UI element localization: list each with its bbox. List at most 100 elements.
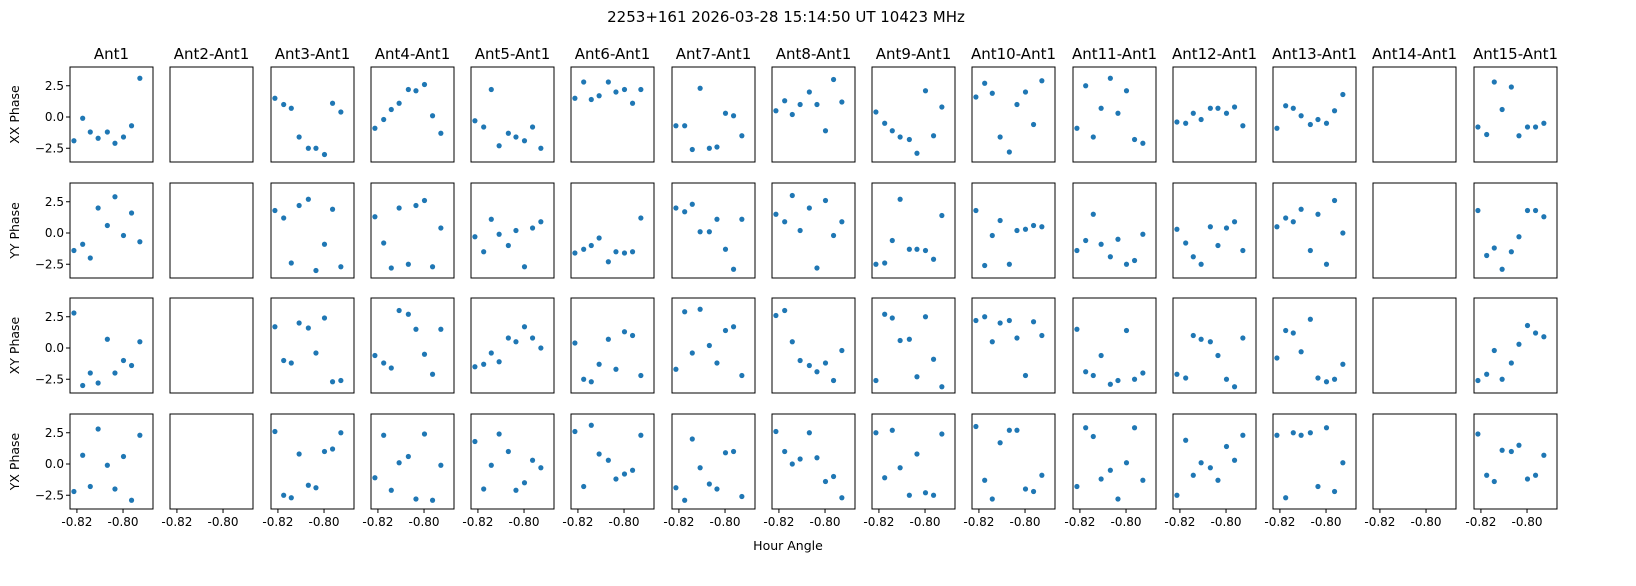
data-point (1215, 352, 1221, 359)
data-point (706, 481, 712, 487)
data-point (830, 377, 837, 384)
data-point (429, 113, 436, 119)
data-point (1215, 477, 1221, 483)
x-tick-label: -0.82 (663, 515, 694, 529)
data-point (789, 111, 795, 118)
data-point (581, 246, 587, 252)
data-point (973, 423, 979, 430)
data-point (87, 129, 93, 135)
data-point (1508, 84, 1514, 90)
subplot-frame (470, 413, 555, 510)
data-point (288, 260, 294, 266)
column-title: Ant4-Ant1 (375, 45, 450, 63)
data-point (521, 264, 528, 270)
data-point (405, 311, 411, 317)
data-point (605, 336, 611, 342)
data-point (496, 143, 502, 149)
data-point (338, 377, 344, 384)
data-point (120, 134, 127, 140)
data-point (421, 197, 428, 204)
data-point (1022, 372, 1029, 379)
x-tick-label: -0.82 (1064, 515, 1095, 529)
subplot-frame (1372, 182, 1457, 279)
data-point (581, 79, 587, 85)
data-point (1083, 425, 1089, 431)
data-point (1115, 236, 1121, 242)
data-point (496, 231, 502, 237)
data-point (682, 123, 688, 129)
data-point (429, 371, 436, 377)
x-tick-label: -0.80 (709, 515, 740, 529)
subplot-frame (1172, 182, 1257, 279)
data-point (1307, 247, 1313, 254)
subplot-frame (1372, 297, 1457, 394)
data-point (329, 206, 336, 212)
data-point (572, 250, 578, 256)
data-point (381, 360, 387, 366)
column-title: Ant14-Ant1 (1372, 45, 1457, 63)
data-point (914, 246, 920, 252)
data-point (513, 227, 519, 234)
data-point (472, 438, 478, 445)
data-point (982, 262, 988, 269)
data-point (1207, 224, 1213, 230)
subplot-frame (570, 413, 655, 510)
data-point (1307, 121, 1313, 128)
data-point (596, 235, 602, 241)
data-point (697, 306, 703, 312)
data-point (1516, 133, 1522, 139)
data-point (922, 490, 929, 496)
data-point (1107, 254, 1113, 260)
subplot-frame (169, 413, 254, 510)
data-point (529, 225, 536, 231)
x-tick-label: -0.80 (508, 515, 539, 529)
data-point (413, 326, 419, 332)
y-tick-label: 2.5 (45, 310, 64, 324)
data-point (338, 109, 344, 115)
data-point (889, 427, 895, 433)
data-point (1140, 370, 1146, 376)
subplot-frame (470, 182, 555, 279)
data-point (1499, 266, 1505, 272)
data-point (1039, 224, 1045, 230)
data-point (1340, 230, 1346, 236)
data-point (1240, 432, 1246, 438)
data-point (797, 357, 803, 364)
data-point (596, 93, 602, 99)
data-point (321, 241, 328, 247)
data-point (381, 240, 387, 246)
data-point (1123, 327, 1130, 334)
data-point (1532, 472, 1539, 478)
data-point (71, 247, 77, 254)
data-point (581, 376, 587, 382)
data-point (897, 134, 903, 140)
data-point (922, 314, 929, 320)
data-point (673, 123, 679, 129)
data-point (873, 109, 879, 115)
data-point (1107, 75, 1113, 81)
data-point (472, 364, 478, 370)
data-point (1215, 242, 1221, 249)
data-point (1131, 425, 1138, 431)
data-point (1131, 376, 1138, 382)
data-point (1174, 119, 1180, 125)
data-point (513, 339, 519, 345)
data-point (588, 379, 594, 385)
data-point (882, 120, 888, 126)
subplot-frame (1473, 182, 1558, 279)
data-point (588, 422, 594, 428)
column-title: Ant12-Ant1 (1172, 45, 1257, 63)
data-point (505, 242, 511, 249)
data-point (413, 88, 419, 94)
data-point (1115, 496, 1121, 502)
data-point (621, 250, 628, 256)
data-point (1231, 384, 1238, 390)
data-point (1323, 261, 1330, 267)
x-tick-label: -0.80 (1009, 515, 1040, 529)
subplot-frame (771, 182, 856, 279)
data-point (897, 196, 903, 202)
data-point (989, 339, 995, 345)
data-point (104, 222, 110, 229)
data-point (1323, 425, 1330, 431)
